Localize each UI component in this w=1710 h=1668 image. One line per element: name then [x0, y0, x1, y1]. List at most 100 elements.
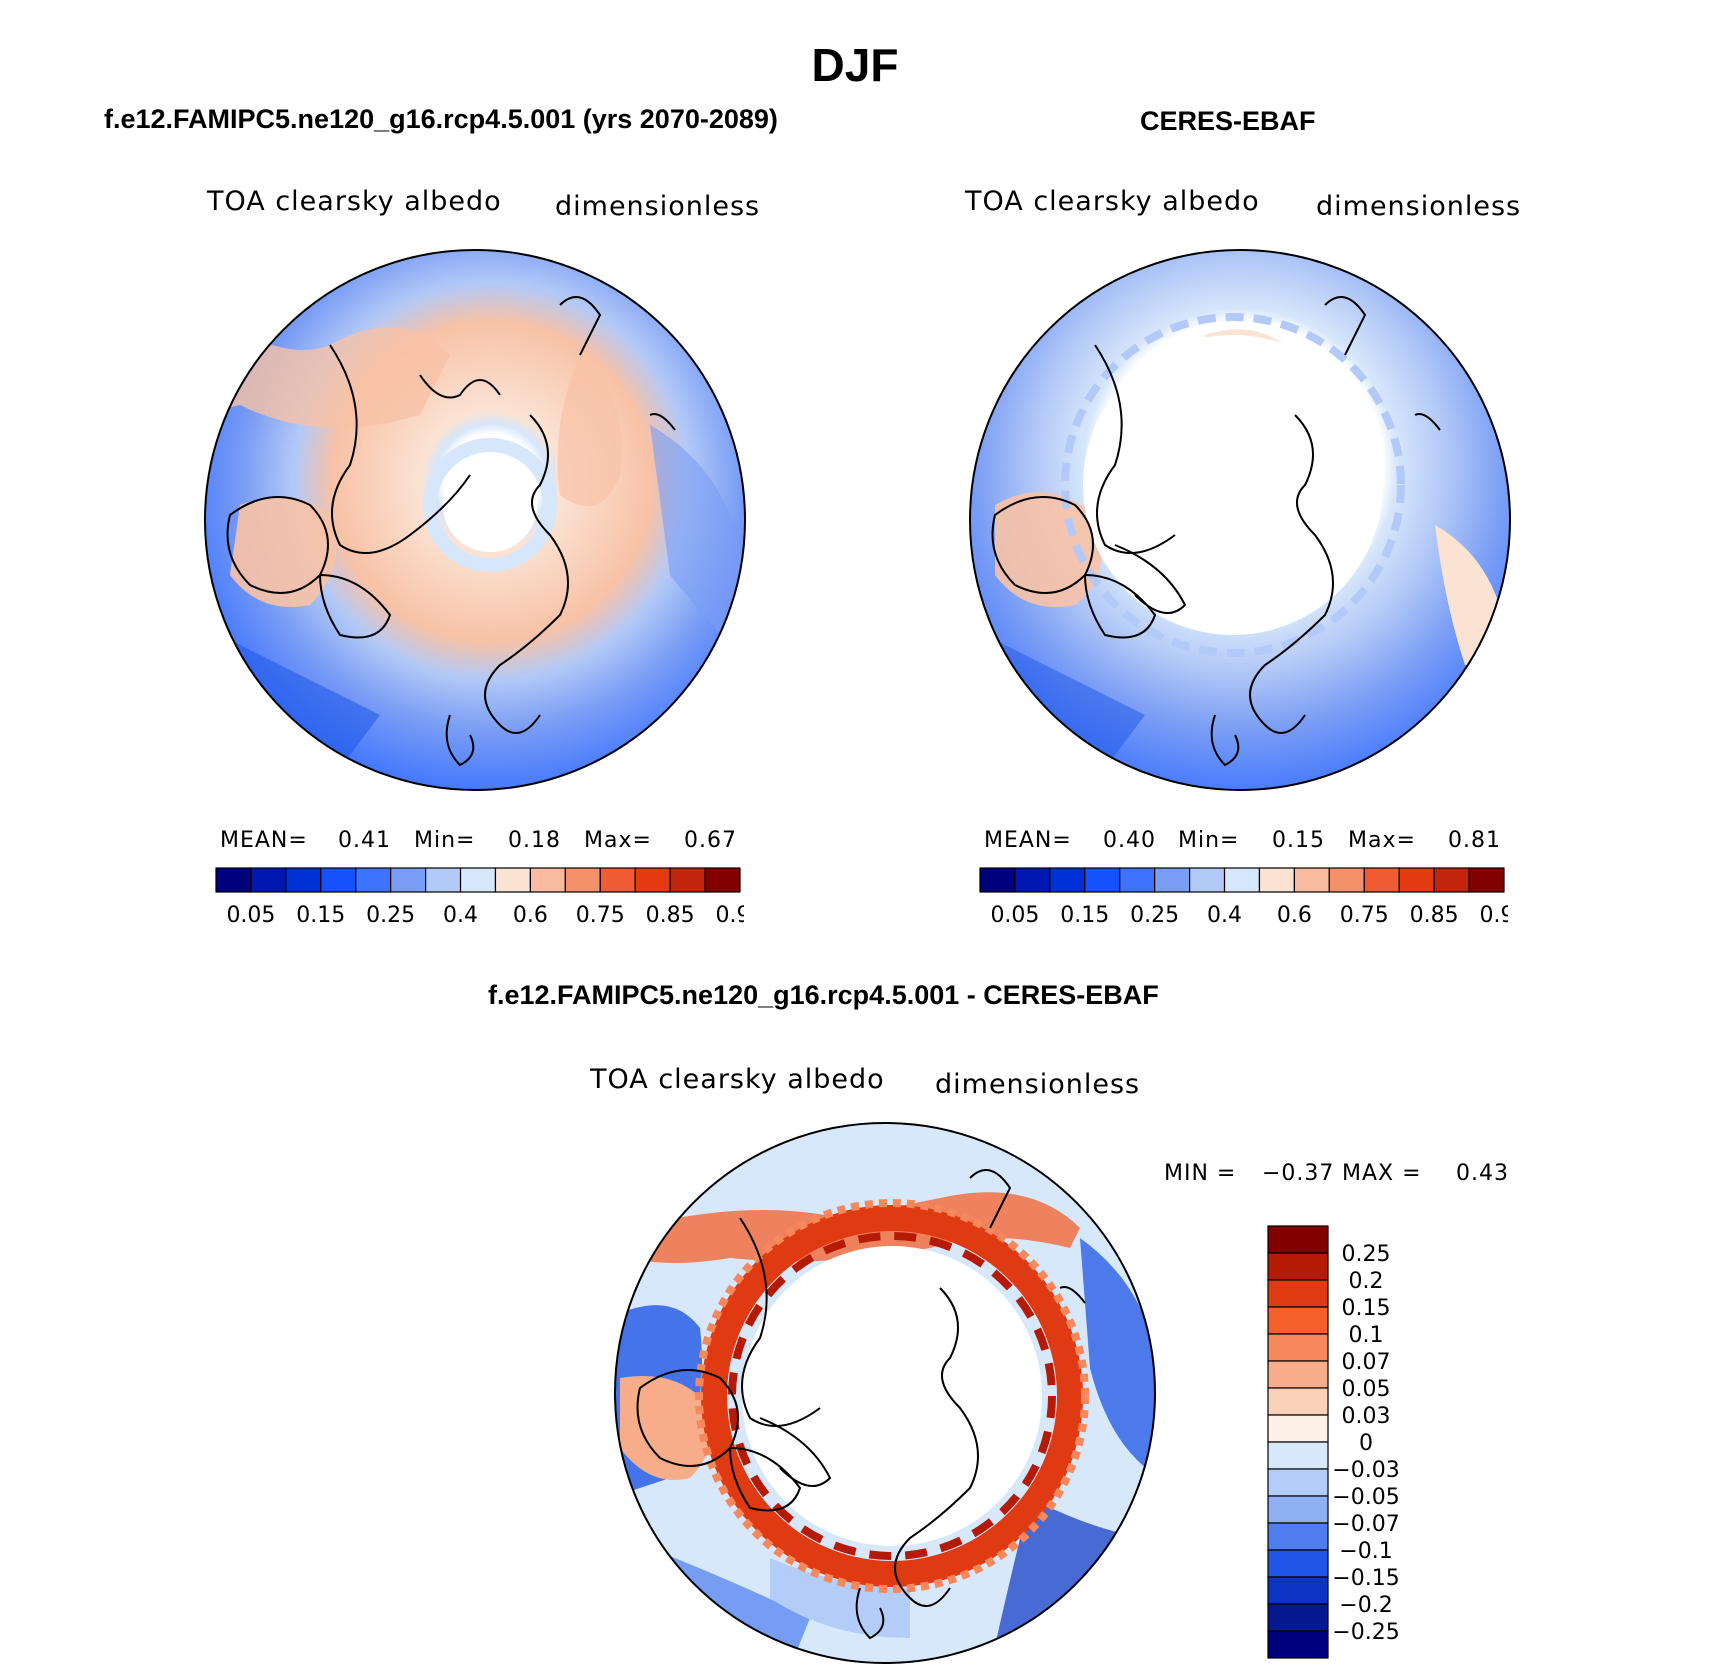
colorbar-tick-label: −0.03 [1332, 1458, 1399, 1483]
colorbar-tick-label: 0.6 [513, 903, 548, 928]
colorbar-swatch [1267, 1279, 1329, 1308]
panel-model-mean-label: MEAN= [220, 828, 308, 853]
colorbar-tick-label: 0.05 [990, 903, 1039, 928]
colorbar-tick-label: 0.95 [1480, 903, 1508, 928]
colorbar-swatch [250, 867, 287, 893]
panel-model-min-value: 0.18 [508, 828, 561, 853]
colorbar-swatch [564, 867, 601, 893]
panel-obs-min-value: 0.15 [1272, 828, 1325, 853]
colorbar-swatch [459, 867, 497, 893]
colorbar-swatch [1267, 1252, 1329, 1281]
colorbar-swatch [1267, 1306, 1329, 1335]
panel-model-variable: TOA clearsky albedo [207, 186, 502, 217]
colorbar-swatch [1293, 867, 1330, 893]
panel-obs-min-label: Min= [1178, 828, 1240, 853]
colorbar-tick-label: 0.6 [1277, 903, 1312, 928]
colorbar-tick-label: −0.1 [1339, 1539, 1392, 1564]
colorbar-swatch [1154, 867, 1191, 893]
panel-model-colorbar: 0.05 0.15 0.25 0.4 0.6 0.75 0.85 0.95 [215, 867, 744, 928]
panel-model-max-label: Max= [584, 828, 652, 853]
colorbar-swatch [634, 867, 671, 893]
colorbar-swatch [1328, 867, 1365, 893]
figure-title: DJF [811, 39, 899, 91]
colorbar-tick-label: 0.05 [226, 903, 275, 928]
colorbar-swatch [1363, 867, 1400, 893]
colorbar-swatch [1267, 1495, 1329, 1524]
panel-obs-mean-label: MEAN= [984, 828, 1072, 853]
colorbar-tick-label: 0.4 [1207, 903, 1242, 928]
colorbar-swatch [1049, 867, 1086, 893]
panel-diff-max-value: 0.43 [1456, 1161, 1509, 1186]
colorbar-swatch [494, 867, 532, 893]
colorbar-swatch [285, 867, 322, 893]
colorbar-swatch [355, 867, 392, 893]
colorbar-swatch [979, 867, 1016, 893]
colorbar-swatch [215, 867, 252, 893]
colorbar-tick-label: 0.95 [716, 903, 744, 928]
colorbar-tick-label: 0.75 [576, 903, 625, 928]
panel-model-mean-value: 0.41 [338, 828, 391, 853]
panel-diff-max-label: MAX = [1342, 1161, 1422, 1186]
colorbar-swatch [704, 867, 741, 893]
panel-diff-variable: TOA clearsky albedo [590, 1064, 885, 1095]
colorbar-tick-label: −0.15 [1332, 1566, 1399, 1591]
colorbar-tick-label: −0.2 [1339, 1593, 1392, 1618]
colorbar-swatch [1267, 1360, 1329, 1389]
colorbar-tick-label: 0.85 [1410, 903, 1459, 928]
colorbar-tick-label: 0.05 [1342, 1377, 1391, 1402]
colorbar-tick-label: 0.75 [1340, 903, 1389, 928]
panel-obs-colorbar: 0.05 0.15 0.25 0.4 0.6 0.75 0.85 0.95 [979, 867, 1508, 928]
colorbar-tick-label: 0.25 [1342, 1242, 1391, 1267]
colorbar-swatch [1014, 867, 1051, 893]
panel-obs-max-value: 0.81 [1448, 828, 1501, 853]
colorbar-tick-label: 0.1 [1349, 1323, 1384, 1348]
colorbar-tick-label: 0.07 [1342, 1350, 1391, 1375]
panel-diff-min-value: −0.37 [1262, 1161, 1335, 1186]
colorbar-swatch [1267, 1225, 1329, 1254]
colorbar-swatch [1119, 867, 1156, 893]
colorbar-swatch [1267, 1414, 1329, 1443]
colorbar-tick-label: 0.85 [646, 903, 695, 928]
colorbar-tick-label: 0.4 [443, 903, 478, 928]
panel-diff-units: dimensionless [935, 1069, 1141, 1100]
colorbar-swatch [1267, 1333, 1329, 1362]
colorbar-tick-label: 0.15 [1342, 1296, 1391, 1321]
panel-obs-units: dimensionless [1316, 191, 1522, 222]
colorbar-tick-label: −0.07 [1332, 1512, 1399, 1537]
panel-model-units: dimensionless [555, 191, 761, 222]
panel-diff-header: f.e12.FAMIPC5.ne120_g16.rcp4.5.001 - CER… [488, 980, 1159, 1010]
panel-obs-variable: TOA clearsky albedo [965, 186, 1260, 217]
colorbar-swatch [320, 867, 357, 893]
colorbar-swatch [1084, 867, 1121, 893]
panel-obs-header: CERES-EBAF [1140, 106, 1316, 136]
colorbar-tick-label: 0.15 [1060, 903, 1109, 928]
colorbar-swatch [1267, 1576, 1329, 1605]
panel-obs-map [969, 249, 1511, 791]
colorbar-swatch [599, 867, 636, 893]
panel-model-min-label: Min= [414, 828, 476, 853]
panel-model-max-value: 0.67 [684, 828, 737, 853]
colorbar-swatch [1267, 1603, 1329, 1632]
colorbar-swatch [1267, 1468, 1329, 1497]
colorbar-swatch [1267, 1522, 1329, 1551]
colorbar-tick-label: 0.15 [296, 903, 345, 928]
colorbar-swatch [1398, 867, 1435, 893]
colorbar-tick-label: 0.03 [1342, 1404, 1391, 1429]
colorbar-tick-label: 0 [1359, 1431, 1373, 1456]
colorbar-swatch [425, 867, 462, 893]
panel-diff-colorbar: 0.250.20.150.10.070.050.030−0.03−0.05−0.… [1267, 1225, 1400, 1659]
colorbar-swatch [1433, 867, 1470, 893]
panel-model-map [204, 249, 746, 791]
colorbar-swatch [529, 867, 566, 893]
panel-obs-mean-value: 0.40 [1103, 828, 1156, 853]
colorbar-tick-label: −0.05 [1332, 1485, 1399, 1510]
colorbar-swatch [1468, 867, 1505, 893]
colorbar-swatch [1267, 1630, 1329, 1659]
panel-diff-map [614, 1122, 1156, 1664]
colorbar-tick-label: −0.25 [1332, 1620, 1399, 1645]
colorbar-swatch [1267, 1441, 1329, 1470]
panel-obs-max-label: Max= [1348, 828, 1416, 853]
colorbar-tick-label: 0.25 [366, 903, 415, 928]
panel-diff-min-label: MIN = [1164, 1161, 1237, 1186]
panel-model-header: f.e12.FAMIPC5.ne120_g16.rcp4.5.001 (yrs … [104, 104, 778, 134]
